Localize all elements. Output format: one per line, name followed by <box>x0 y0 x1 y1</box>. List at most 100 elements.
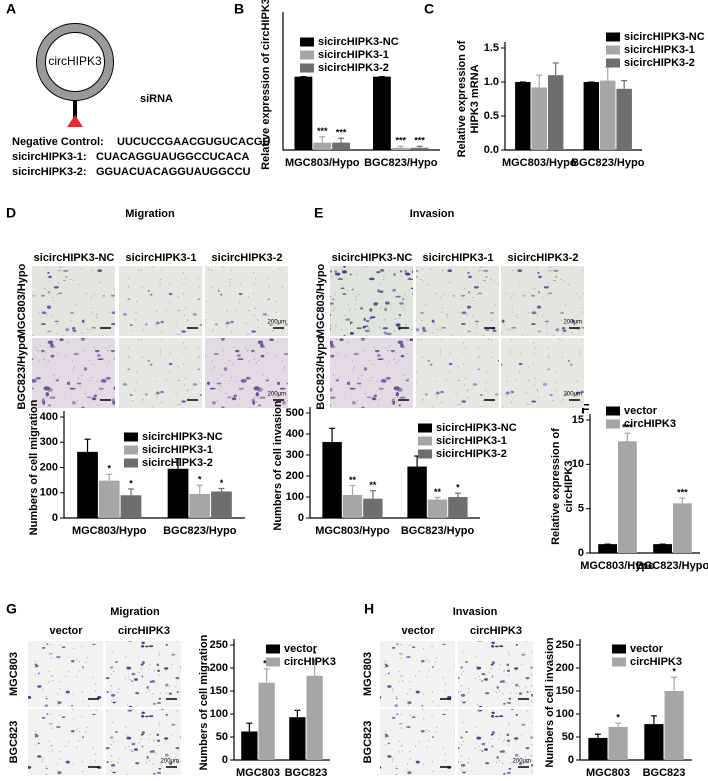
significance: ** <box>369 480 377 490</box>
significance: * <box>107 464 111 474</box>
micrograph <box>330 338 413 408</box>
error-bar <box>349 484 356 495</box>
error-bar <box>218 487 225 492</box>
error-bar <box>263 668 270 683</box>
significance: *** <box>414 136 425 146</box>
row-label: MGC803 <box>8 652 20 696</box>
legend-label: vector <box>624 405 658 417</box>
y-tick-label: 0 <box>568 754 574 766</box>
legend-swatch <box>612 644 626 654</box>
legend-swatch <box>124 458 138 468</box>
y-tick-label: 0 <box>222 754 228 766</box>
panel-label: G <box>6 601 17 617</box>
legend-label: sicircHIPK3-1 <box>436 435 507 447</box>
y-axis-label: HIPK3 mRNA <box>469 64 481 133</box>
x-tick-label: BGC823/Hypo <box>163 525 237 537</box>
legend-swatch <box>606 32 620 42</box>
y-tick-label: 100 <box>210 708 228 720</box>
legend-label: circHIPK3 <box>624 418 676 430</box>
column-label: sicircHIPK3-2 <box>212 252 283 264</box>
y-tick-label: 0 <box>52 512 58 524</box>
error-bar <box>615 722 622 727</box>
column-label: vector <box>49 625 83 637</box>
column-label: circHIPK3 <box>470 625 522 637</box>
legend-label: circHIPK3 <box>630 656 682 668</box>
bar <box>98 480 120 518</box>
micrograph <box>416 338 499 408</box>
bar <box>588 737 608 760</box>
error-bar <box>397 145 404 148</box>
micrograph <box>330 266 413 336</box>
y-tick-label: 100 <box>556 708 574 720</box>
bar <box>189 494 211 518</box>
bar <box>608 726 628 760</box>
x-tick-label: MGC803 <box>236 767 280 779</box>
x-tick-label: BGC823/Hypo <box>636 560 708 572</box>
row-label: BGC823/Hypo <box>315 336 327 410</box>
bar <box>427 499 448 518</box>
error-bar <box>329 427 336 442</box>
bar <box>515 82 531 150</box>
y-tick-label: 250 <box>556 639 574 651</box>
column-label: sicircHIPK3-1 <box>126 252 197 264</box>
y-tick-label: 200 <box>286 470 304 482</box>
panel-label: E <box>314 205 323 221</box>
y-tick-label: 100 <box>40 487 58 499</box>
micrograph <box>458 641 533 707</box>
sequence-name: sicircHIPK3-2: <box>12 166 87 178</box>
error-bar <box>454 492 461 497</box>
legend-label: sicircHIPK3-2 <box>318 62 389 74</box>
y-tick-label: 200 <box>40 461 58 473</box>
bar <box>618 441 637 553</box>
bar <box>448 497 468 518</box>
panel-label: F <box>581 401 590 417</box>
panel-label: B <box>234 1 244 17</box>
bar <box>167 468 189 518</box>
y-tick-label: 400 <box>286 428 304 440</box>
legend-swatch <box>606 406 620 416</box>
scale-label: 200μm <box>564 320 582 326</box>
legend-swatch <box>300 50 314 60</box>
bar <box>644 724 664 760</box>
y-tick-label: 200 <box>210 662 228 674</box>
panel-title: Migration <box>110 606 160 618</box>
significance: *** <box>336 128 347 138</box>
micrograph <box>380 641 455 707</box>
bar <box>306 675 323 760</box>
scale-label: 200μm <box>268 320 286 326</box>
bar <box>372 76 391 150</box>
legend-swatch <box>606 419 620 429</box>
significance: * <box>313 649 317 659</box>
legend-label: circHIPK3 <box>284 656 336 668</box>
legend-swatch <box>418 423 432 433</box>
sequence-name: sicircHIPK3-1: <box>12 151 87 163</box>
circrna-ring <box>36 23 114 101</box>
x-tick-label: BGC823/Hypo <box>401 525 475 537</box>
error-bar <box>175 458 182 469</box>
column-label: sicircHIPK3-NC <box>34 252 115 264</box>
significance: * <box>198 475 202 485</box>
micrograph <box>501 266 584 336</box>
bar <box>531 87 547 150</box>
bar <box>294 76 313 150</box>
legend-label: sicircHIPK3-1 <box>142 444 213 456</box>
legend-label: vector <box>630 643 664 655</box>
error-bar <box>84 438 91 452</box>
x-tick-label: MGC803/Hypo <box>315 525 390 537</box>
error-bar <box>650 715 657 725</box>
row-label: BGC823/Hypo <box>16 336 28 410</box>
error-bar <box>319 136 326 143</box>
error-bar <box>311 659 318 676</box>
bar <box>120 495 142 518</box>
row-label: BGC823 <box>362 721 374 764</box>
legend-label: sicircHIPK3-1 <box>318 49 389 61</box>
sequence: GGUACUACAGGUAUGGCCU <box>96 166 251 178</box>
sequence-name: Negative Control: <box>12 136 104 148</box>
x-tick-label: BGC823/Hypo <box>364 157 438 169</box>
legend-swatch <box>418 436 432 446</box>
error-bar <box>624 432 631 442</box>
significance: *** <box>395 136 406 146</box>
y-tick-label: 150 <box>556 685 574 697</box>
ring-outline <box>45 32 105 92</box>
y-tick-label: 100 <box>286 491 304 503</box>
